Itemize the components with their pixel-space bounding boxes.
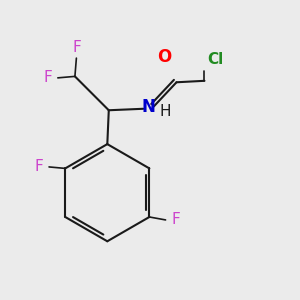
Text: F: F: [172, 212, 180, 227]
Text: F: F: [72, 40, 81, 55]
Text: F: F: [43, 70, 52, 86]
Text: Cl: Cl: [207, 52, 224, 67]
Text: O: O: [158, 48, 172, 66]
Text: H: H: [160, 103, 171, 118]
Text: F: F: [34, 159, 43, 174]
Text: N: N: [142, 98, 155, 116]
